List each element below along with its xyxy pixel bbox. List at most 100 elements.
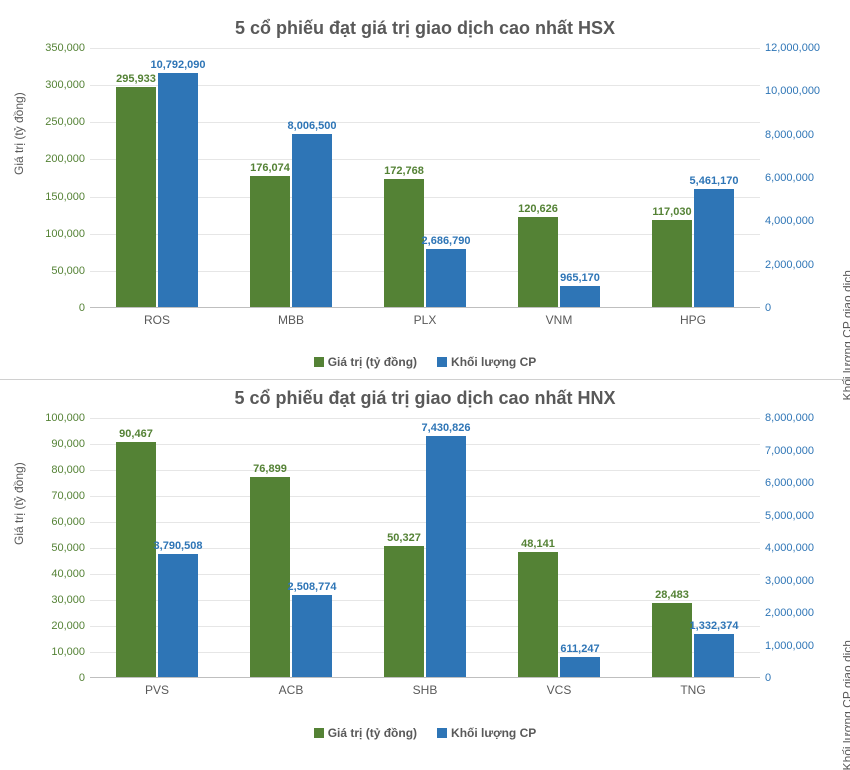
y-left-tick: 0 xyxy=(35,302,85,314)
bar-group-MBB: 176,0748,006,500MBB xyxy=(224,48,358,307)
y-right-axis-label: Khối lượng CP giao dịch xyxy=(840,640,850,770)
y-right-tick: 1,000,000 xyxy=(765,640,830,652)
bar: 1,332,374 xyxy=(694,634,734,677)
y-right-tick: 2,000,000 xyxy=(765,259,830,271)
chart-0: 5 cổ phiếu đạt giá trị giao dịch cao nhấ… xyxy=(0,10,850,380)
y-right-tick: 8,000,000 xyxy=(765,412,830,424)
y-left-tick: 350,000 xyxy=(35,42,85,54)
y-left-tick: 40,000 xyxy=(35,568,85,580)
bar: 7,430,826 xyxy=(426,436,466,678)
y-left-tick: 50,000 xyxy=(35,542,85,554)
y-right-tick: 12,000,000 xyxy=(765,42,830,54)
bar: 3,790,508 xyxy=(158,554,198,677)
bar: 50,327 xyxy=(384,546,424,677)
bar: 8,006,500 xyxy=(292,134,332,307)
bar: 5,461,170 xyxy=(694,189,734,307)
y-right-tick: 2,000,000 xyxy=(765,607,830,619)
bar-value-label: 3,790,508 xyxy=(154,540,203,554)
y-right-tick: 3,000,000 xyxy=(765,575,830,587)
y-left-tick: 150,000 xyxy=(35,191,85,203)
category-label: HPG xyxy=(626,307,760,327)
bar-value-label: 50,327 xyxy=(387,532,421,546)
legend-item: Khối lượng CP xyxy=(437,354,536,369)
y-left-axis-label: Giá trị (tỷ đồng) xyxy=(12,462,26,545)
bar: 90,467 xyxy=(116,442,156,677)
bar-value-label: 7,430,826 xyxy=(422,422,471,436)
legend-swatch xyxy=(437,728,447,738)
bar: 120,626 xyxy=(518,217,558,307)
bar-value-label: 176,074 xyxy=(250,162,290,176)
legend: Giá trị (tỷ đồng) Khối lượng CP xyxy=(0,354,850,369)
y-left-tick: 70,000 xyxy=(35,490,85,502)
y-right-tick: 8,000,000 xyxy=(765,129,830,141)
legend-item: Giá trị (tỷ đồng) xyxy=(314,725,417,740)
y-left-tick: 10,000 xyxy=(35,646,85,658)
bar: 176,074 xyxy=(250,176,290,307)
bar-value-label: 76,899 xyxy=(253,463,287,477)
y-right-tick: 4,000,000 xyxy=(765,542,830,554)
category-label: MBB xyxy=(224,307,358,327)
bar-value-label: 611,247 xyxy=(560,643,599,657)
y-left-tick: 100,000 xyxy=(35,228,85,240)
y-left-axis-label: Giá trị (tỷ đồng) xyxy=(12,92,26,175)
bar: 2,508,774 xyxy=(292,595,332,677)
bar-group-HPG: 117,0305,461,170HPG xyxy=(626,48,760,307)
bar-group-VNM: 120,626965,170VNM xyxy=(492,48,626,307)
legend-text: Giá trị (tỷ đồng) xyxy=(328,355,417,369)
y-left-tick: 80,000 xyxy=(35,464,85,476)
bar: 295,933 xyxy=(116,87,156,307)
legend-text: Khối lượng CP xyxy=(451,355,536,369)
legend-swatch xyxy=(437,357,447,367)
legend-text: Giá trị (tỷ đồng) xyxy=(328,726,417,740)
bar-group-TNG: 28,4831,332,374TNG xyxy=(626,418,760,677)
y-left-tick: 300,000 xyxy=(35,79,85,91)
bar-value-label: 117,030 xyxy=(652,206,691,220)
category-label: ACB xyxy=(224,677,358,697)
bar-group-ACB: 76,8992,508,774ACB xyxy=(224,418,358,677)
bar: 2,686,790 xyxy=(426,249,466,307)
bar: 10,792,090 xyxy=(158,73,198,307)
y-left-tick: 100,000 xyxy=(35,412,85,424)
bar-value-label: 965,170 xyxy=(560,272,600,286)
category-label: VNM xyxy=(492,307,626,327)
legend-item: Giá trị (tỷ đồng) xyxy=(314,354,417,369)
bar-value-label: 10,792,090 xyxy=(150,59,205,73)
y-left-tick: 30,000 xyxy=(35,594,85,606)
bar-value-label: 48,141 xyxy=(521,538,555,552)
y-right-tick: 0 xyxy=(765,302,830,314)
category-label: TNG xyxy=(626,677,760,697)
category-label: SHB xyxy=(358,677,492,697)
bar: 76,899 xyxy=(250,477,290,677)
y-right-tick: 10,000,000 xyxy=(765,85,830,97)
y-left-tick: 0 xyxy=(35,672,85,684)
legend-text: Khối lượng CP xyxy=(451,726,536,740)
bar: 172,768 xyxy=(384,179,424,307)
y-right-tick: 0 xyxy=(765,672,830,684)
y-right-tick: 6,000,000 xyxy=(765,172,830,184)
bar: 48,141 xyxy=(518,552,558,677)
charts-root: 5 cổ phiếu đạt giá trị giao dịch cao nhấ… xyxy=(0,10,850,750)
bar-value-label: 90,467 xyxy=(119,428,153,442)
bar-value-label: 120,626 xyxy=(518,203,558,217)
legend-item: Khối lượng CP xyxy=(437,725,536,740)
y-left-tick: 200,000 xyxy=(35,153,85,165)
y-left-tick: 60,000 xyxy=(35,516,85,528)
y-right-tick: 5,000,000 xyxy=(765,510,830,522)
bar: 28,483 xyxy=(652,603,692,677)
y-right-tick: 4,000,000 xyxy=(765,215,830,227)
bars-row: 295,93310,792,090ROS176,0748,006,500MBB1… xyxy=(90,48,760,307)
y-right-tick: 6,000,000 xyxy=(765,477,830,489)
legend-swatch xyxy=(314,728,324,738)
bar-group-PLX: 172,7682,686,790PLX xyxy=(358,48,492,307)
bar-group-ROS: 295,93310,792,090ROS xyxy=(90,48,224,307)
bar-value-label: 8,006,500 xyxy=(288,120,337,134)
y-left-tick: 20,000 xyxy=(35,620,85,632)
chart-title: 5 cổ phiếu đạt giá trị giao dịch cao nhấ… xyxy=(0,10,850,47)
bar-value-label: 295,933 xyxy=(116,73,156,87)
y-left-tick: 50,000 xyxy=(35,265,85,277)
y-right-tick: 7,000,000 xyxy=(765,445,830,457)
bar-group-SHB: 50,3277,430,826SHB xyxy=(358,418,492,677)
chart-title: 5 cổ phiếu đạt giá trị giao dịch cao nhấ… xyxy=(0,380,850,417)
bar-group-VCS: 48,141611,247VCS xyxy=(492,418,626,677)
bar-value-label: 172,768 xyxy=(384,165,424,179)
